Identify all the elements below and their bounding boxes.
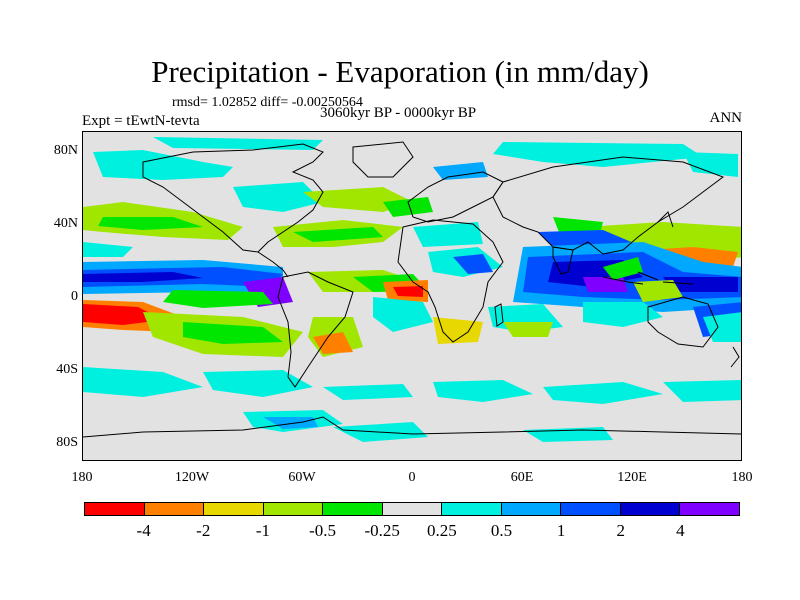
colorbar-label: -4 xyxy=(136,521,151,540)
plot-title: Precipitation - Evaporation (in mm/day) xyxy=(151,54,649,89)
lon-tick-label: 60W xyxy=(288,470,316,485)
field-indo-pacific xyxy=(488,230,741,337)
period-label: 3060kyr BP - 0000kyr BP xyxy=(320,105,477,121)
experiment-label: Expt = tEwtN-tevta xyxy=(82,113,200,129)
lon-tick-label: 180 xyxy=(71,470,93,485)
lon-tick-label: 120E xyxy=(617,470,647,485)
colorbar-swatch xyxy=(620,503,681,515)
colorbar-label: -1 xyxy=(255,521,270,540)
colorbar-swatch xyxy=(501,503,562,515)
colorbar-swatch xyxy=(204,503,264,515)
field-north-atlantic xyxy=(233,182,433,247)
map-panel xyxy=(82,131,742,461)
field-tropics xyxy=(83,222,503,308)
colorbar xyxy=(84,502,740,516)
lat-tick-label: 40N xyxy=(53,216,78,231)
stats-text: rmsd= 1.02852 diff= -0.00250564 xyxy=(172,95,363,110)
colorbar-swatch xyxy=(144,503,205,515)
season-label: ANN xyxy=(709,110,743,126)
colorbar-label: 0.5 xyxy=(490,521,513,540)
colorbar-label: 2 xyxy=(616,521,625,540)
field-south-pacific xyxy=(83,297,741,357)
lat-tick-label: 80S xyxy=(56,435,78,450)
colorbar-swatch xyxy=(442,503,502,515)
colorbar-label: -0.25 xyxy=(364,521,400,540)
colorbar-label: -2 xyxy=(196,521,211,540)
colorbar-swatch xyxy=(263,503,324,515)
colorbar-swatch xyxy=(382,503,443,515)
colorbar-label: 0.25 xyxy=(426,521,457,540)
lat-tick-label: 80N xyxy=(53,143,78,158)
lat-tick-label: 0 xyxy=(71,289,78,304)
colorbar-swatch xyxy=(85,503,145,515)
lon-tick-label: 60E xyxy=(510,470,534,485)
map-field xyxy=(83,137,741,442)
colorbar-swatch xyxy=(680,503,740,515)
colorbar-label: -0.5 xyxy=(309,521,336,540)
lon-tick-label: 0 xyxy=(408,470,416,485)
coastlines xyxy=(83,141,741,438)
colorbar-label: 4 xyxy=(676,521,685,540)
lon-tick-label: 180 xyxy=(731,470,753,485)
colorbar-swatch xyxy=(323,503,383,515)
colorbar-swatch xyxy=(561,503,621,515)
colorbar-label: 1 xyxy=(556,521,566,540)
lat-tick-label: 40S xyxy=(56,362,78,377)
lon-tick-label: 120W xyxy=(174,470,210,485)
